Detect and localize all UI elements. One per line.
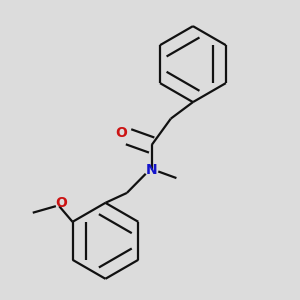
Text: O: O xyxy=(55,196,67,210)
Text: O: O xyxy=(115,127,127,140)
Text: N: N xyxy=(146,163,158,177)
